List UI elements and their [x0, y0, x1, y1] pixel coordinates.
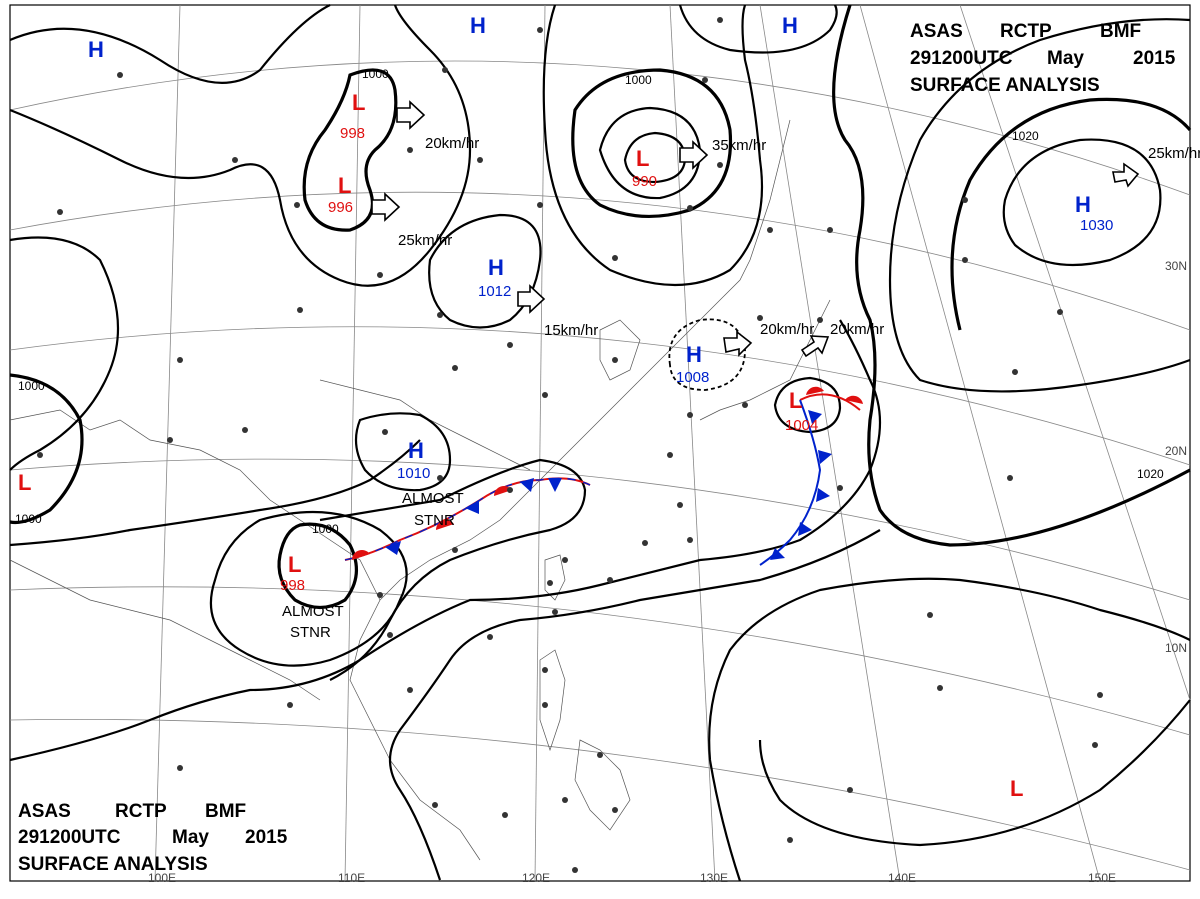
high-center-pressure: 1030	[1080, 217, 1113, 234]
low-center-pressure: 990	[632, 173, 657, 190]
title-time: 291200UTC	[910, 48, 1013, 69]
front-status-label: STNR	[414, 512, 455, 529]
low-center-symbol: L	[352, 90, 365, 115]
title-agency: ASAS	[910, 21, 963, 42]
warm-front-symbol	[436, 520, 454, 530]
station-plots	[37, 17, 1103, 873]
cold-front-symbol	[808, 410, 822, 424]
high-center-symbol: H	[686, 342, 702, 367]
movement-arrow	[1112, 162, 1140, 188]
high-center-symbol: H	[1075, 192, 1091, 217]
movement-speed: 20km/hr	[425, 135, 479, 152]
chart-title-block-top: ASAS RCTP BMF 291200UTC May 2015 SURFACE…	[910, 21, 1176, 96]
low-center-symbol: L	[288, 552, 301, 577]
movement-speed: 25km/hr	[1148, 145, 1200, 162]
low-center-symbol: L	[789, 388, 802, 413]
title-station: RCTP	[115, 801, 167, 822]
low-center-symbol: L	[636, 146, 649, 171]
title-product: SURFACE ANALYSIS	[910, 75, 1100, 96]
high-center-symbol: H	[782, 13, 798, 38]
lat-label: 30N	[1165, 259, 1187, 273]
lat-label: 20N	[1165, 444, 1187, 458]
title-time: 291200UTC	[18, 827, 121, 848]
cold-front-symbol	[465, 500, 479, 514]
cold-front-symbol	[770, 548, 785, 560]
chart-title-block-bottom: ASAS RCTP BMF 291200UTC May 2015 SURFACE…	[18, 801, 288, 875]
map-border	[9, 4, 1191, 882]
isobar-label: 1020	[1012, 129, 1039, 143]
isobar-label: 1000	[15, 512, 42, 526]
warm-front-east	[799, 393, 861, 411]
title-agency: ASAS	[18, 801, 71, 822]
isobar-label: 1020	[1137, 467, 1164, 481]
title-month: May	[1047, 48, 1084, 69]
lon-label: 150E	[1088, 871, 1116, 885]
isobar-label: 1000	[625, 73, 652, 87]
graticule	[9, 4, 1191, 882]
title-code: BMF	[205, 801, 246, 822]
cold-front-symbol	[816, 488, 830, 502]
isobar-label: 1000	[18, 379, 45, 393]
lon-label: 130E	[700, 871, 728, 885]
movement-speed: 35km/hr	[712, 137, 766, 154]
movement-arrow	[800, 335, 830, 358]
movement-speed: 20km/hr	[830, 321, 884, 338]
warm-front-symbol	[806, 386, 824, 395]
lon-label: 110E	[338, 871, 365, 885]
low-center-pressure: 998	[340, 125, 365, 142]
high-center-pressure: 1008	[676, 369, 709, 386]
lat-label: 10N	[1165, 641, 1187, 655]
high-center-pressure: 1010	[397, 465, 430, 482]
title-year: 2015	[245, 827, 288, 848]
low-center-symbol: L	[1010, 776, 1023, 801]
movement-arrows	[371, 100, 1140, 358]
high-center-symbol: H	[470, 13, 486, 38]
cold-front-symbol	[798, 522, 812, 536]
movement-arrow	[679, 140, 709, 170]
high-center-symbol: H	[408, 438, 424, 463]
front-status-label: ALMOST	[402, 490, 464, 507]
title-month: May	[172, 827, 209, 848]
warm-front-symbol	[352, 550, 370, 560]
low-center-symbol: L	[338, 173, 351, 198]
low-center-pressure: 1004	[785, 417, 818, 434]
title-station: RCTP	[1000, 21, 1052, 42]
low-center-symbol: L	[18, 470, 31, 495]
movement-arrow	[396, 100, 426, 130]
front-status-label: STNR	[290, 624, 331, 641]
high-center-symbol: H	[88, 37, 104, 62]
lon-label: 100E	[148, 871, 176, 885]
isobar-label: 1000	[362, 67, 389, 81]
cold-front-symbol	[520, 478, 534, 492]
cold-front-symbol	[818, 450, 832, 464]
title-code: BMF	[1100, 21, 1141, 42]
movement-speed: 20km/hr	[760, 321, 814, 338]
title-product: SURFACE ANALYSIS	[18, 854, 208, 875]
lon-label: 120E	[522, 871, 550, 885]
warm-front-symbol	[845, 395, 863, 404]
movement-speed: 25km/hr	[398, 232, 452, 249]
movement-arrow	[517, 284, 546, 314]
low-center-pressure: 996	[328, 199, 353, 216]
isobars	[9, 4, 1192, 882]
high-center-pressure: 1012	[478, 283, 511, 300]
cold-front-symbol	[385, 541, 401, 555]
movement-arrow	[371, 192, 401, 222]
low-center-pressure: 998	[280, 577, 305, 594]
fronts	[344, 386, 863, 566]
lon-label: 140E	[888, 871, 916, 885]
stationary-front-west-cold	[344, 477, 591, 561]
movement-speed: 15km/hr	[544, 322, 598, 339]
title-year: 2015	[1133, 48, 1176, 69]
front-status-label: ALMOST	[282, 603, 344, 620]
movement-arrow	[723, 330, 753, 357]
isobar-label: 1000	[312, 522, 339, 536]
cold-front-symbol	[548, 478, 562, 492]
high-center-symbol: H	[488, 255, 504, 280]
